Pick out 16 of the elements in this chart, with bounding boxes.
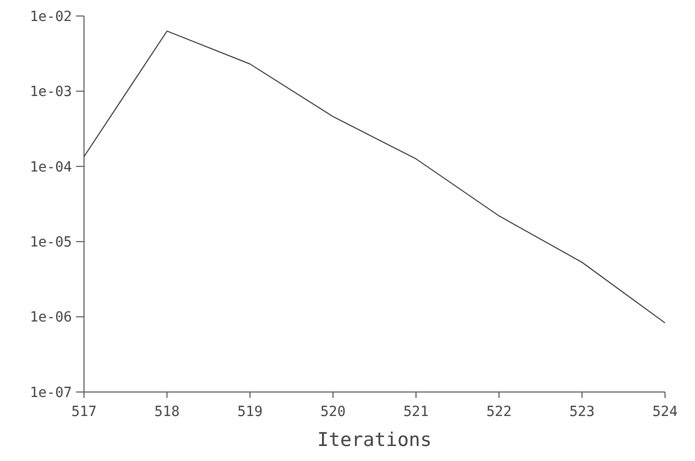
x-tick-label: 517 <box>71 404 97 420</box>
x-tick-label: 522 <box>486 404 512 420</box>
line-series <box>84 30 666 324</box>
x-tick-label: 518 <box>154 404 180 420</box>
x-tick-label: 519 <box>237 404 263 420</box>
y-tick-label: 1e-07 <box>30 384 72 401</box>
y-tick-label: 1e-02 <box>30 8 72 25</box>
x-tick-label: 520 <box>320 404 346 420</box>
x-tick-label: 521 <box>403 404 429 420</box>
y-tick-label: 1e-03 <box>30 84 72 100</box>
y-tick-label: 1e-04 <box>30 159 72 176</box>
x-tick-label: 523 <box>569 404 595 420</box>
x-axis-title: Iterations <box>317 429 432 451</box>
y-tick-label: 1e-06 <box>30 310 72 326</box>
y-tick-label: 1e-05 <box>30 234 72 250</box>
x-tick-label: 524 <box>652 404 678 420</box>
